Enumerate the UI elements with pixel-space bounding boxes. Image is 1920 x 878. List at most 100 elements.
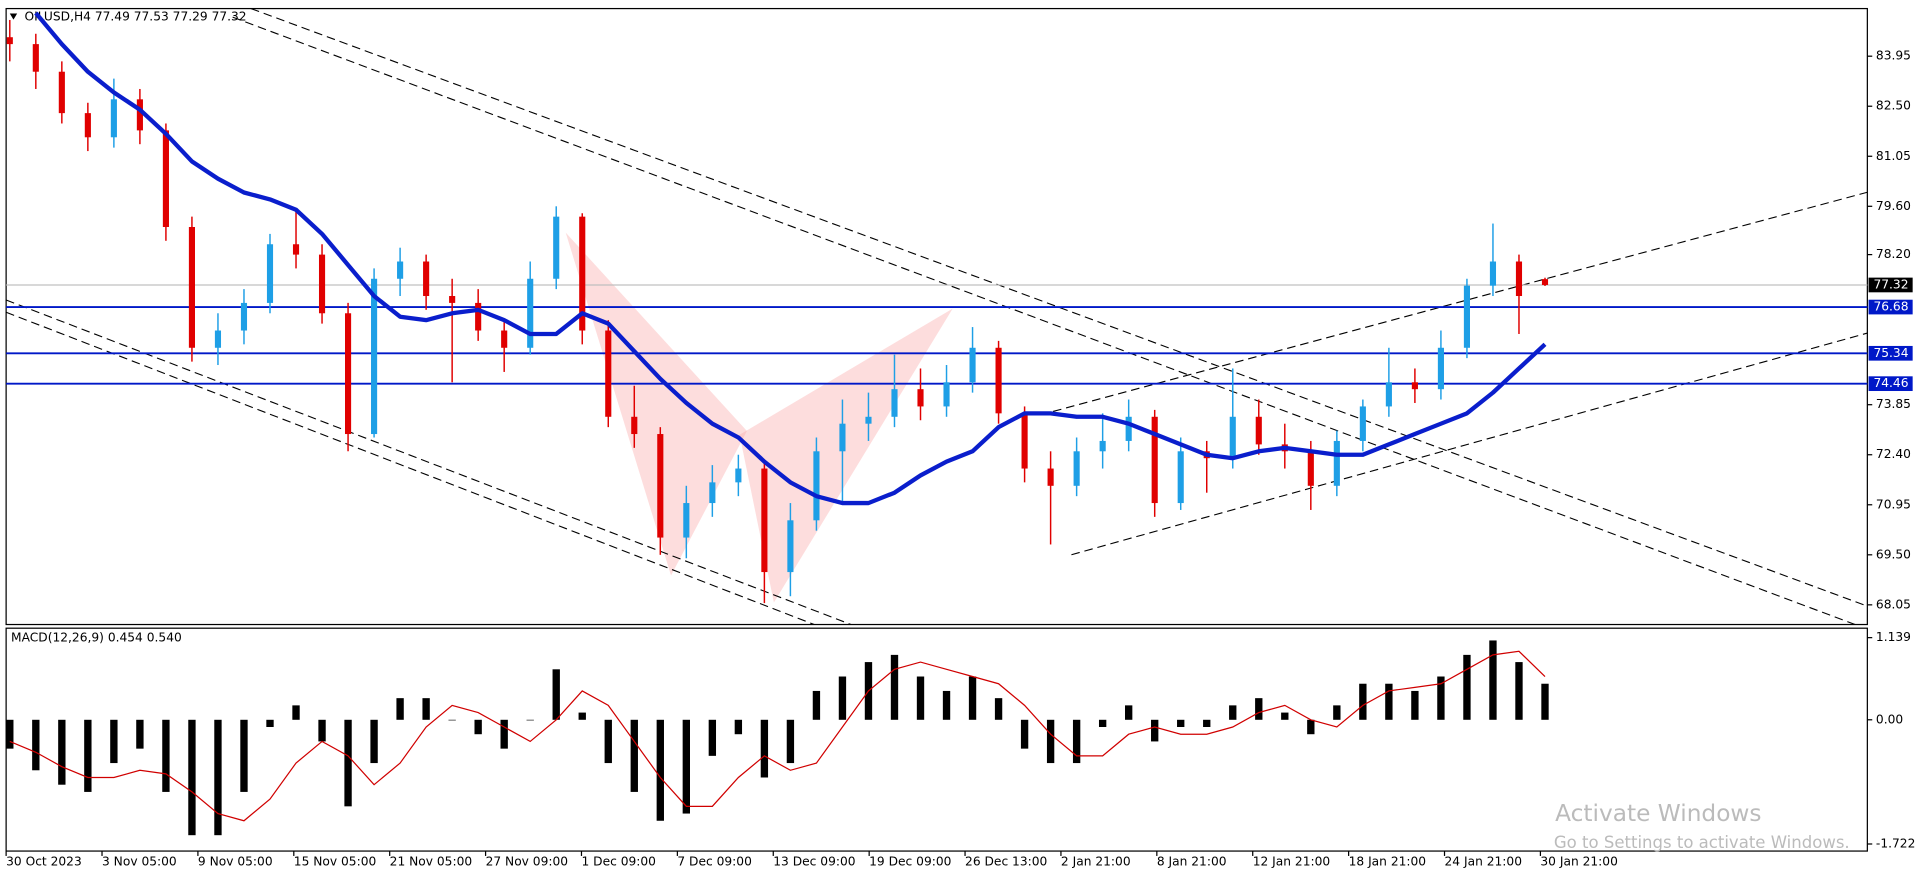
- candle-body: [1437, 347, 1444, 390]
- x-tick-label: 24 Jan 21:00: [1445, 855, 1522, 869]
- macd-bar: [994, 698, 1003, 720]
- macd-bar: [1463, 654, 1471, 720]
- candle-body: [891, 389, 898, 417]
- macd-bar: [1437, 676, 1445, 720]
- candle-body: [292, 244, 300, 255]
- watermark-title: Activate Windows: [1555, 800, 1761, 827]
- candle-body: [969, 347, 976, 383]
- x-tick-label: 30 Oct 2023: [6, 855, 82, 869]
- macd-bar: [136, 719, 144, 749]
- candle-body: [657, 434, 664, 538]
- macd-bar: [110, 719, 118, 764]
- y-tick-label: 79.60: [1876, 199, 1911, 213]
- macd-bar: [890, 654, 899, 720]
- macd-bar: [162, 719, 170, 792]
- macd-bar: [838, 676, 847, 720]
- pattern-shape: [565, 232, 747, 576]
- level-label: 74.46: [1873, 376, 1908, 390]
- macd-bar: [1255, 698, 1263, 720]
- channel-line: [232, 16, 1856, 626]
- candle-body: [1255, 416, 1262, 445]
- macd-bar: [1411, 690, 1419, 720]
- candle-body: [1307, 451, 1314, 486]
- x-tick-label: 12 Jan 21:00: [1253, 855, 1330, 869]
- moving-average: [34, 11, 1547, 506]
- level-label: 75.34: [1873, 346, 1908, 360]
- x-tick-label: 19 Dec 09:00: [869, 855, 951, 869]
- trend-line: [1071, 332, 1868, 556]
- candle-body: [188, 227, 195, 348]
- macd-bar: [578, 712, 586, 720]
- candle-body: [1099, 440, 1106, 452]
- candle-body: [839, 423, 846, 452]
- macd-bar: [6, 719, 14, 749]
- y-tick-label: 72.40: [1876, 447, 1911, 461]
- signal-line: [9, 650, 1546, 822]
- price-pane: [5, 7, 1868, 626]
- candle-body: [475, 302, 482, 331]
- macd-bar: [500, 719, 508, 749]
- macd-bar: [1489, 640, 1497, 720]
- macd-bar: [1020, 719, 1029, 749]
- trend-line: [1052, 191, 1868, 412]
- x-tick-label: 3 Nov 05:00: [102, 855, 177, 869]
- menu-arrow: [9, 13, 18, 20]
- level-label-box: [1868, 299, 1913, 315]
- channel-line: [5, 311, 815, 626]
- current-price-label: 77.32: [1873, 277, 1908, 291]
- y-tick-label: 69.50: [1876, 547, 1911, 561]
- macd-bar: [188, 719, 196, 836]
- level-label: 76.68: [1873, 300, 1908, 314]
- x-tick-label: 9 Nov 05:00: [198, 855, 273, 869]
- watermark-text: Go to Settings to activate Windows.: [1554, 833, 1850, 852]
- macd-bar: [708, 719, 717, 756]
- macd-bar: [916, 676, 925, 720]
- x-tick-label: 7 Dec 09:00: [677, 855, 751, 869]
- candle-body: [1385, 382, 1392, 407]
- macd-bar: [526, 719, 534, 721]
- macd-bar: [422, 698, 430, 720]
- candle-body: [318, 254, 326, 314]
- macd-bar: [58, 719, 66, 785]
- candle-body: [1073, 451, 1080, 486]
- candle-body: [1229, 416, 1236, 459]
- macd-bar: [1046, 719, 1055, 764]
- candle-body: [136, 99, 143, 131]
- candle-body: [1333, 440, 1340, 486]
- candle-body: [371, 278, 378, 435]
- candle-body: [345, 313, 352, 435]
- y-tick-label: 70.95: [1876, 497, 1911, 511]
- macd-bar: [214, 719, 222, 836]
- candle-body: [527, 278, 534, 348]
- macd-bar: [1307, 719, 1315, 735]
- candle-body: [449, 296, 456, 303]
- macd-bar: [1281, 712, 1289, 720]
- candle-body: [501, 330, 508, 348]
- macd-bar: [734, 719, 743, 735]
- macd-bar: [552, 669, 560, 720]
- candle-body: [605, 330, 612, 417]
- candle-body: [761, 468, 768, 573]
- macd-bar: [32, 719, 40, 771]
- macd-bar: [682, 719, 690, 814]
- y-tick-label: 82.50: [1876, 99, 1911, 113]
- macd-bar: [292, 705, 300, 720]
- y-tick-label: 73.85: [1876, 397, 1911, 411]
- macd-bar: [630, 719, 638, 792]
- channel-line: [250, 8, 1868, 607]
- macd-bar: [786, 719, 795, 764]
- candle-body: [631, 416, 638, 435]
- macd-bar: [1385, 683, 1393, 720]
- candle-body: [943, 382, 950, 407]
- candle-body: [1177, 451, 1184, 504]
- macd-bar: [240, 719, 248, 792]
- macd-bar: [318, 719, 326, 742]
- macd-bar: [84, 719, 92, 792]
- macd-bar: [812, 690, 821, 720]
- level-label-box: [1868, 345, 1913, 361]
- candle-body: [1411, 382, 1418, 390]
- y-tick-label: 83.95: [1876, 49, 1911, 63]
